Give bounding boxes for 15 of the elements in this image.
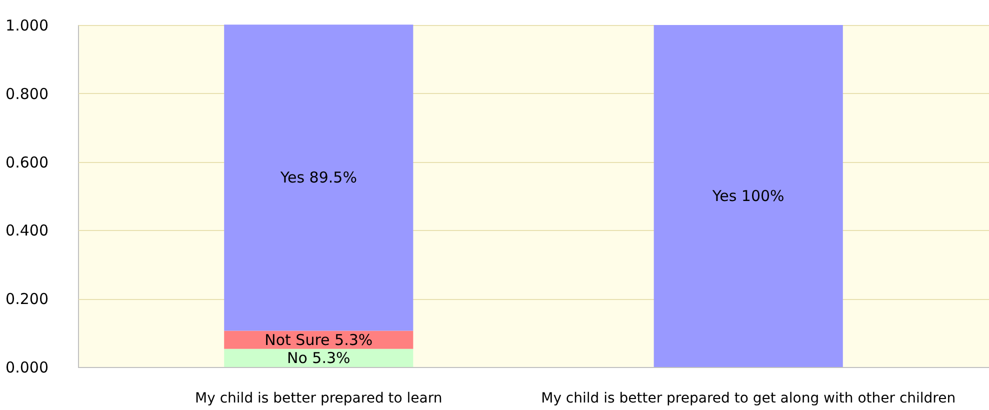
x-tick-label: My child is better prepared to get along with other children (541, 390, 956, 406)
bar (224, 348, 414, 367)
data-label: Not Sure 5.3% (264, 330, 373, 349)
y-tick-label: 1.000 (6, 16, 48, 34)
y-tick-label: 0.400 (6, 222, 48, 240)
y-tick-label: 0.800 (6, 84, 48, 103)
y-tick-label: 0.000 (6, 358, 48, 376)
data-label: Yes 100% (711, 187, 784, 205)
x-tick-label: My child is better prepared to learn (195, 390, 442, 406)
data-label: Yes 89.5% (279, 168, 357, 187)
y-tick-label: 0.600 (6, 153, 48, 172)
y-tick-label: 0.200 (6, 290, 48, 308)
bar (224, 24, 414, 331)
data-label: No 5.3% (287, 348, 350, 367)
bar (654, 25, 843, 367)
